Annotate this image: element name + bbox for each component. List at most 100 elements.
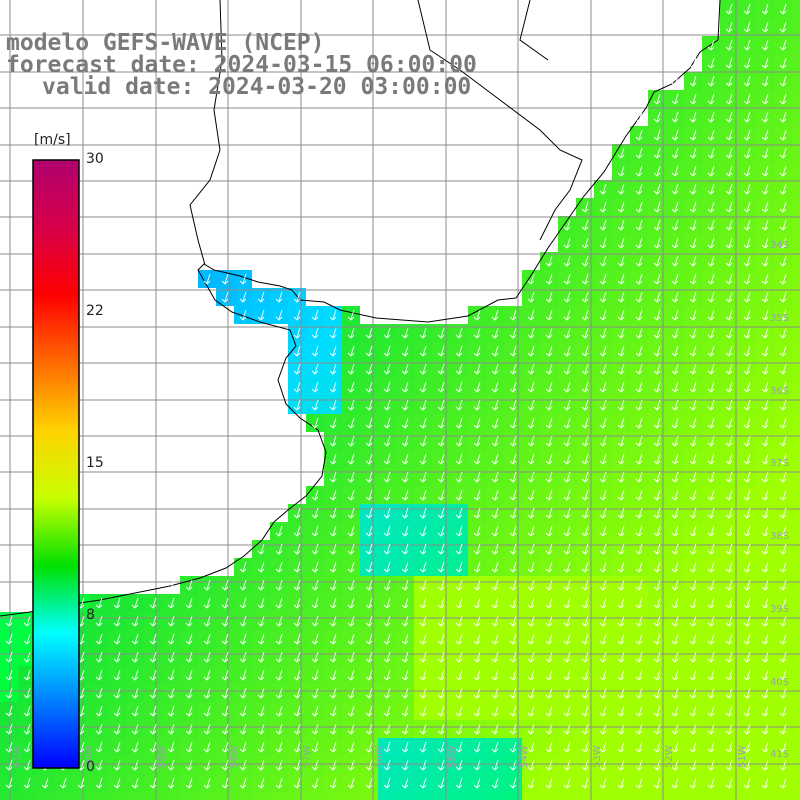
wind-arrow-head [653,244,661,249]
wind-cell [684,234,702,252]
wind-arrow [782,489,787,500]
wind-cell [306,774,324,792]
wind-cell [594,648,612,666]
wind-arrow [656,759,661,770]
wind-arrow-head [563,226,571,231]
wind-cell [702,630,720,648]
wind-arrow [44,777,49,788]
wind-arrow [242,633,247,644]
wind-arrow-head [707,406,715,411]
wind-arrow-head [527,658,535,663]
wind-arrow-head [725,712,733,717]
wind-arrow-head [203,694,211,699]
wind-arrow-head [635,550,643,555]
wind-cell [126,774,144,792]
colorbar-unit: [m/s] [34,132,71,148]
wind-cell [324,378,342,396]
wind-arrow-head [743,280,751,285]
wind-arrow-head [455,748,463,753]
wind-arrow-head [311,514,319,519]
wind-cell [684,450,702,468]
wind-cell [540,396,558,414]
wind-cell [486,576,504,594]
wind-arrow-head [779,694,787,699]
wind-arrow [80,705,85,716]
wind-arrow [8,687,13,698]
wind-arrow [476,705,481,716]
wind-arrow-head [437,478,445,483]
wind-arrow [548,273,553,284]
wind-arrow [746,165,751,176]
wind-cell [378,702,396,720]
wind-cell [522,270,540,288]
wind-arrow [638,759,643,770]
wind-arrow-head [509,388,517,393]
wind-arrow [494,705,499,716]
wind-arrow-head [329,586,337,591]
wind-arrow-head [257,694,265,699]
wind-arrow-head [725,658,733,663]
wind-cell [342,756,360,774]
wind-arrow-head [491,694,499,699]
lon-label: 57W [302,745,313,768]
wind-arrow [602,525,607,536]
wind-arrow [314,543,319,554]
wind-cell [306,576,324,594]
wind-arrow [602,741,607,752]
wind-arrow [170,651,175,662]
wind-arrow-head [761,604,769,609]
wind-cell [702,522,720,540]
wind-arrow-head [527,352,535,357]
wind-cell [558,666,576,684]
wind-arrow-head [671,190,679,195]
wind-arrow [710,273,715,284]
wind-arrow [368,471,373,482]
wind-cell [324,630,342,648]
wind-cell [324,774,342,792]
wind-arrow-head [221,658,229,663]
wind-arrow [764,273,769,284]
wind-arrow [764,507,769,518]
wind-arrow [332,399,337,410]
wind-arrow-head [329,568,337,573]
wind-arrow [692,561,697,572]
wind-arrow-head [671,748,679,753]
wind-arrow [566,489,571,500]
wind-arrow [728,507,733,518]
wind-arrow [314,723,319,734]
wind-arrow [116,705,121,716]
wind-arrow [530,669,535,680]
wind-cell [108,666,126,684]
wind-arrow [638,129,643,140]
wind-cell [702,108,720,126]
wind-cell [648,378,666,396]
wind-arrow-head [329,784,337,789]
wind-arrow-head [689,478,697,483]
wind-arrow-head [635,316,643,321]
wind-arrow-head [167,730,175,735]
wind-arrow [602,777,607,788]
wind-arrow-head [743,604,751,609]
wind-arrow [566,543,571,554]
wind-arrow-head [365,352,373,357]
wind-cell [360,720,378,738]
wind-cell [540,666,558,684]
wind-cell [792,72,800,90]
wind-cell [576,576,594,594]
wind-arrow-head [671,316,679,321]
wind-cell [576,756,594,774]
wind-arrow-head [779,172,787,177]
wind-arrow [476,345,481,356]
wind-arrow [548,453,553,464]
wind-arrow-head [689,676,697,681]
wind-arrow [530,543,535,554]
wind-cell [594,504,612,522]
wind-arrow [548,255,553,266]
wind-arrow [674,669,679,680]
wind-cell [234,630,252,648]
wind-arrow-head [473,748,481,753]
wind-arrow [728,597,733,608]
wind-arrow [512,489,517,500]
wind-arrow [584,255,589,266]
wind-arrow-head [239,604,247,609]
